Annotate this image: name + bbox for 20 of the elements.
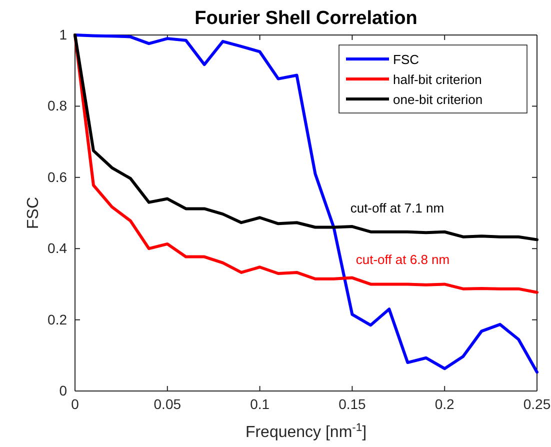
x-tick-label: 0.2 (434, 396, 455, 412)
y-tick-label: 0.8 (48, 98, 68, 114)
x-tick-label: 0.15 (338, 396, 366, 412)
x-tick-label: 0.05 (154, 396, 182, 412)
x-tick-label: 0.25 (523, 396, 551, 412)
y-tick-label: 0.4 (48, 240, 68, 256)
y-tick-label: 1 (59, 26, 68, 42)
x-axis-title: Frequency [nm$^{-1}$] (245, 422, 367, 441)
annotation: cut-off at 7.1 nm (350, 200, 444, 216)
legend-label: half-bit criterion (393, 72, 482, 87)
annotation: cut-off at 6.8 nm (356, 252, 450, 267)
y-tick-label: 0.6 (48, 168, 68, 185)
legend-label: FSC (393, 52, 419, 67)
x-tick-label: 0.1 (250, 396, 270, 412)
y-tick-label: 0 (59, 382, 68, 398)
legend-label: one-bit criterion (393, 92, 483, 107)
y-tick-label: 0.2 (48, 311, 68, 328)
x-tick-label: 0 (71, 396, 80, 412)
y-axis-title: FSC (25, 197, 42, 229)
chart-title: Fourier Shell Correlation (194, 8, 418, 29)
